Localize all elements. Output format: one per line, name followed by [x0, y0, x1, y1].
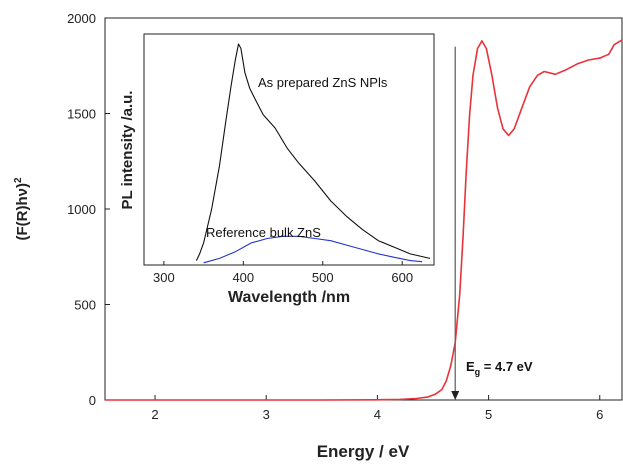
bandgap-arrow-head: [451, 391, 460, 400]
inset-chart: 300 400 500 600 As prepared ZnS NPls Refere…: [119, 33, 435, 306]
inset-x-tick-label: 600: [391, 270, 413, 285]
main-y-tick-label: 0: [89, 393, 96, 408]
main-x-tick-label: 2: [151, 407, 158, 422]
inset-axis-ticks: 300 400 500 600: [153, 261, 413, 285]
inset-y-axis-title: PL intensity /a.u.: [119, 91, 136, 210]
main-x-tick-label: 3: [263, 407, 270, 422]
bandgap-annotation: Eg = 4.7 eV: [451, 46, 533, 400]
absorption-curve: [105, 39, 623, 401]
inset-x-tick-label: 300: [153, 270, 175, 285]
inset-x-axis-title: Wavelength /nm: [228, 289, 350, 306]
main-y-tick-label: 1500: [67, 107, 96, 122]
main-chart: 2 3 4 5 6 0 500 1000 1500 2000 Eg = 4.7 eV Energy…: [13, 11, 623, 461]
main-y-tick-label: 2000: [67, 11, 96, 26]
pl-curve-reference-bulk: [203, 235, 423, 264]
main-y-tick-label: 1000: [67, 202, 96, 217]
inset-series-label-reference-bulk: Reference bulk ZnS: [206, 225, 321, 240]
main-x-tick-label: 4: [374, 407, 381, 422]
inset-x-tick-label: 400: [232, 270, 254, 285]
main-y-tick-label: 500: [74, 298, 96, 313]
inset-x-tick-label: 500: [312, 270, 334, 285]
main-x-tick-label: 5: [485, 407, 492, 422]
pl-curve-as-prepared: [195, 43, 431, 261]
inset-series-label-as-prepared: As prepared ZnS NPls: [258, 75, 388, 90]
main-y-axis-title: (F(R)hν)2: [13, 177, 31, 240]
main-x-axis-title: Energy / eV: [317, 442, 410, 461]
main-axis-ticks: 2 3 4 5 6 0 500 1000 1500 2000: [67, 11, 603, 422]
main-x-tick-label: 6: [596, 407, 603, 422]
inset-plot-frame: [143, 33, 435, 266]
bandgap-label: Eg = 4.7 eV: [466, 359, 533, 377]
inset-background: [144, 34, 434, 265]
